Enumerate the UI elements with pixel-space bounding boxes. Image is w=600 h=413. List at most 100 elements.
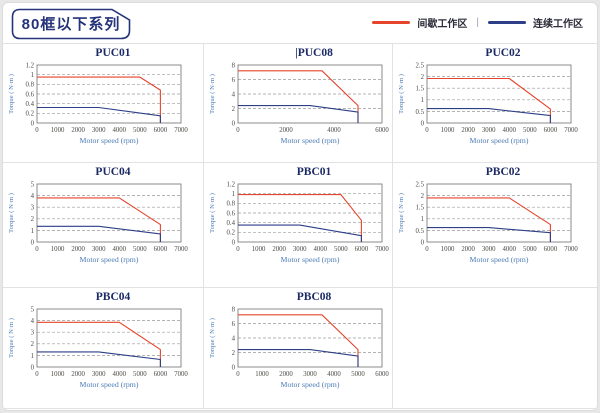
series-tag-label: 80框以下系列: [21, 16, 121, 33]
svg-text:0: 0: [31, 364, 35, 371]
chart-title-row: PBC02: [431, 166, 575, 179]
svg-text:2: 2: [31, 216, 35, 223]
chart-title-row: PBC01: [242, 166, 386, 179]
series-line: [37, 321, 161, 367]
svg-text:6000: 6000: [355, 246, 369, 253]
chart-plot: 0 1 2 3 4 5 0 1000 2000 3000 4000 5000 6000 7000 Motor…: [8, 306, 188, 389]
svg-text:1: 1: [232, 191, 235, 198]
svg-text:2: 2: [31, 341, 35, 348]
svg-text:0.8: 0.8: [26, 82, 35, 89]
chart-title: PBC08: [296, 291, 332, 303]
svg-text:8: 8: [232, 62, 236, 69]
svg-text:6000: 6000: [154, 246, 168, 253]
svg-text:0: 0: [421, 120, 425, 127]
svg-text:8: 8: [232, 306, 236, 313]
svg-text:0.4: 0.4: [26, 101, 35, 108]
x-axis-label: Motor speed (rpm): [80, 380, 139, 389]
svg-text:2000: 2000: [461, 246, 475, 253]
series-line: [238, 314, 359, 367]
svg-text:1.5: 1.5: [416, 86, 425, 93]
chart-title: PBC01: [296, 166, 332, 178]
x-axis-label: Motor speed (rpm): [80, 136, 139, 145]
svg-text:3000: 3000: [482, 127, 496, 134]
series-tag-border: [11, 8, 131, 40]
svg-text:1000: 1000: [255, 371, 269, 378]
series-line: [238, 105, 359, 123]
svg-text:6000: 6000: [154, 371, 168, 378]
chart-title-row: PUC02: [431, 47, 575, 60]
svg-text:3: 3: [31, 205, 35, 212]
svg-text:0.5: 0.5: [416, 109, 425, 116]
svg-text:6000: 6000: [375, 371, 389, 378]
chart-title-row: PBC08: [242, 291, 386, 304]
continuous-legend-label: 连续工作区: [533, 18, 583, 30]
svg-text:6: 6: [232, 321, 236, 328]
svg-text:3000: 3000: [303, 371, 317, 378]
text-cursor-artifact: |: [295, 47, 298, 59]
svg-text:0: 0: [31, 120, 35, 127]
svg-text:0: 0: [425, 246, 429, 253]
svg-text:2: 2: [421, 193, 425, 200]
series-line: [37, 197, 161, 242]
svg-text:0: 0: [236, 127, 240, 134]
series-line: [37, 76, 161, 123]
svg-text:0: 0: [35, 127, 39, 134]
svg-text:4: 4: [31, 318, 35, 325]
svg-text:7000: 7000: [375, 246, 389, 253]
chart-plot: 0 1 2 3 4 5 0 1000 2000 3000 4000 5000 6000 7000 Motor…: [8, 181, 188, 264]
chart-title: PUC08: [297, 47, 333, 59]
svg-text:0.2: 0.2: [26, 111, 35, 118]
legend: 间歇工作区 | 连续工作区: [372, 14, 583, 30]
y-axis-label: Torque ( N·m ): [209, 318, 216, 358]
chart-title: PUC04: [95, 166, 131, 178]
series-line: [427, 227, 551, 242]
svg-text:2000: 2000: [272, 246, 286, 253]
chart-plot: 0 0.2 0.4 0.6 0.8 1 1.2 0 1000 2000 3000 4000 5000 60…: [8, 62, 188, 145]
intermittent-legend-label: 间歇工作区: [417, 18, 468, 30]
chart-cell-puc01: PUC01 0 0.2 0.4 0.6 0.8 1 1.2 0 1000 2000 3000 4000 5…: [3, 44, 204, 163]
chart-cell-pbc08: PBC08 0 2 4 6 8 0 1000 2000 3000 4000 5000 6000 Motor…: [204, 288, 393, 409]
chart-cell-puc02: PUC02 0 0.5 1 1.5 2 2.5 0 1000 2000 3000 4000 5000 60…: [393, 44, 597, 163]
svg-text:3000: 3000: [482, 246, 496, 253]
svg-text:2000: 2000: [279, 127, 293, 134]
chart-cell-pbc01: PBC01 0 0.2 0.4 0.6 0.8 1 1.2 0 1000 2000 3000 4000 5…: [204, 163, 393, 288]
x-axis-label: Motor speed (rpm): [281, 255, 340, 264]
svg-text:1: 1: [421, 97, 424, 104]
svg-text:7000: 7000: [174, 371, 188, 378]
svg-text:5000: 5000: [133, 246, 147, 253]
svg-text:1: 1: [31, 228, 34, 235]
svg-text:0: 0: [421, 239, 425, 246]
series-line: [427, 77, 551, 123]
continuous-line-swatch: [488, 20, 526, 24]
chart-title: PUC01: [95, 47, 131, 59]
x-axis-label: Motor speed (rpm): [470, 136, 529, 145]
chart-cell-puc08: |PUC08 0 2 4 6 8 0 2000 4000 6000 Motor speed (rpm…: [204, 44, 393, 163]
svg-text:2: 2: [232, 350, 236, 357]
series-line: [427, 108, 551, 123]
svg-text:1000: 1000: [252, 246, 266, 253]
svg-text:0.6: 0.6: [26, 91, 35, 98]
svg-text:1000: 1000: [51, 127, 65, 134]
svg-text:4000: 4000: [327, 371, 341, 378]
svg-text:3000: 3000: [293, 246, 307, 253]
svg-text:7000: 7000: [174, 127, 188, 134]
x-axis-label: Motor speed (rpm): [80, 255, 139, 264]
chart-title-row: PUC01: [41, 47, 185, 60]
svg-text:7000: 7000: [564, 246, 578, 253]
y-axis-label: Torque ( N·m ): [398, 74, 405, 114]
chart-title-row: PBC04: [41, 291, 185, 304]
chart-plot: 0 2 4 6 8 0 1000 2000 3000 4000 5000 6000 Motor spee…: [209, 306, 389, 389]
svg-text:2.5: 2.5: [416, 62, 425, 69]
svg-text:2: 2: [421, 74, 425, 81]
svg-text:6000: 6000: [154, 127, 168, 134]
svg-text:0: 0: [35, 246, 39, 253]
svg-text:1000: 1000: [51, 371, 65, 378]
legend-separator: |: [476, 16, 479, 28]
svg-text:4: 4: [232, 335, 236, 342]
series-line: [238, 349, 359, 367]
svg-text:6000: 6000: [544, 127, 558, 134]
series-line: [37, 351, 161, 367]
svg-text:4000: 4000: [313, 246, 327, 253]
svg-text:0: 0: [35, 371, 39, 378]
svg-text:4000: 4000: [112, 371, 126, 378]
